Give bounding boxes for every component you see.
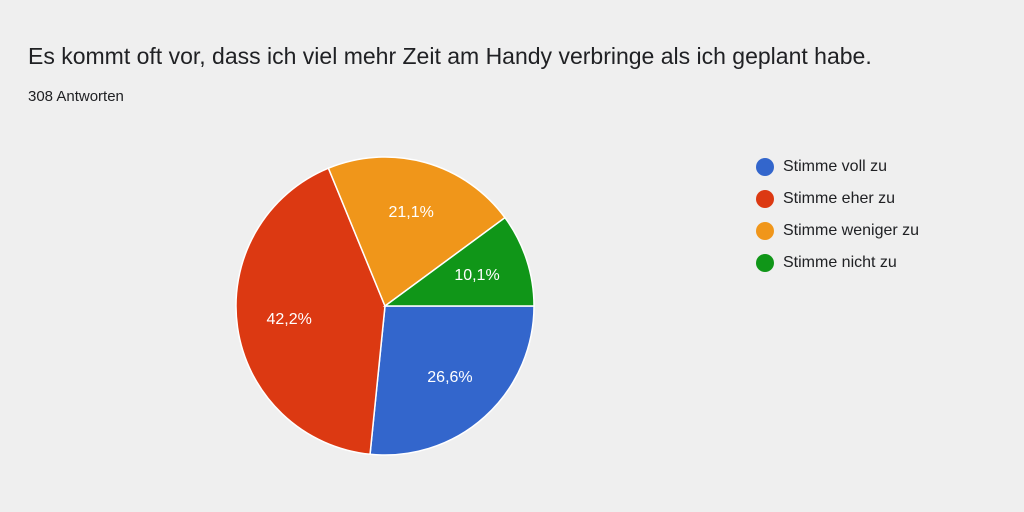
legend-label: Stimme weniger zu xyxy=(783,222,919,239)
legend-label: Stimme eher zu xyxy=(783,190,895,207)
legend-label: Stimme nicht zu xyxy=(783,254,897,271)
value-label: 26,6% xyxy=(427,369,472,386)
chart-subtitle: 308 Antworten xyxy=(28,88,124,105)
legend-swatch xyxy=(756,254,774,272)
legend-swatch xyxy=(756,158,774,176)
legend-swatch xyxy=(756,222,774,240)
legend-label: Stimme voll zu xyxy=(783,158,887,175)
pie-slice xyxy=(369,305,535,456)
value-label: 10,1% xyxy=(454,267,499,284)
legend-swatch xyxy=(756,190,774,208)
pie-slice xyxy=(327,156,507,308)
pie-slice xyxy=(235,167,386,456)
value-label: 42,2% xyxy=(266,311,311,328)
pie-slice xyxy=(382,216,535,307)
chart-title: Es kommt oft vor, dass ich viel mehr Zei… xyxy=(28,43,872,69)
value-label: 21,1% xyxy=(388,204,433,221)
